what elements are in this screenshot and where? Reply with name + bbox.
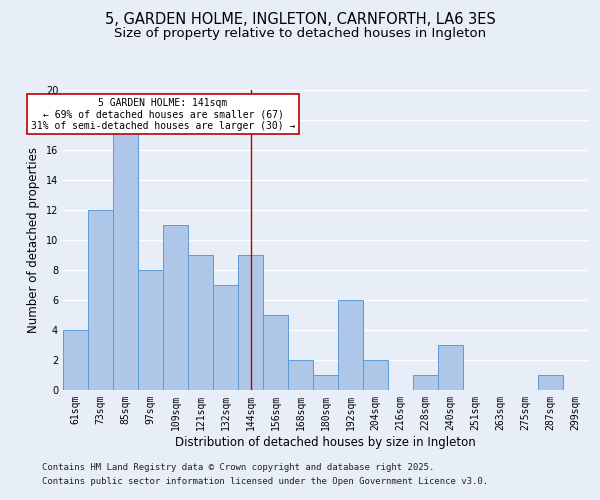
Bar — [288, 360, 313, 390]
Text: Contains HM Land Registry data © Crown copyright and database right 2025.: Contains HM Land Registry data © Crown c… — [42, 464, 434, 472]
Bar — [413, 375, 438, 390]
Bar — [263, 315, 288, 390]
Bar — [363, 360, 388, 390]
Bar — [538, 375, 563, 390]
Bar — [113, 120, 138, 390]
Text: Contains public sector information licensed under the Open Government Licence v3: Contains public sector information licen… — [42, 477, 488, 486]
Bar — [163, 225, 188, 390]
Bar — [438, 345, 463, 390]
Bar — [338, 300, 363, 390]
X-axis label: Distribution of detached houses by size in Ingleton: Distribution of detached houses by size … — [175, 436, 476, 448]
Text: 5, GARDEN HOLME, INGLETON, CARNFORTH, LA6 3ES: 5, GARDEN HOLME, INGLETON, CARNFORTH, LA… — [104, 12, 496, 28]
Bar — [188, 255, 213, 390]
Bar — [238, 255, 263, 390]
Text: 5 GARDEN HOLME: 141sqm
← 69% of detached houses are smaller (67)
31% of semi-det: 5 GARDEN HOLME: 141sqm ← 69% of detached… — [31, 98, 295, 130]
Bar — [313, 375, 338, 390]
Text: Size of property relative to detached houses in Ingleton: Size of property relative to detached ho… — [114, 28, 486, 40]
Y-axis label: Number of detached properties: Number of detached properties — [27, 147, 40, 333]
Bar — [213, 285, 238, 390]
Bar — [138, 270, 163, 390]
Bar — [63, 330, 88, 390]
Bar — [88, 210, 113, 390]
